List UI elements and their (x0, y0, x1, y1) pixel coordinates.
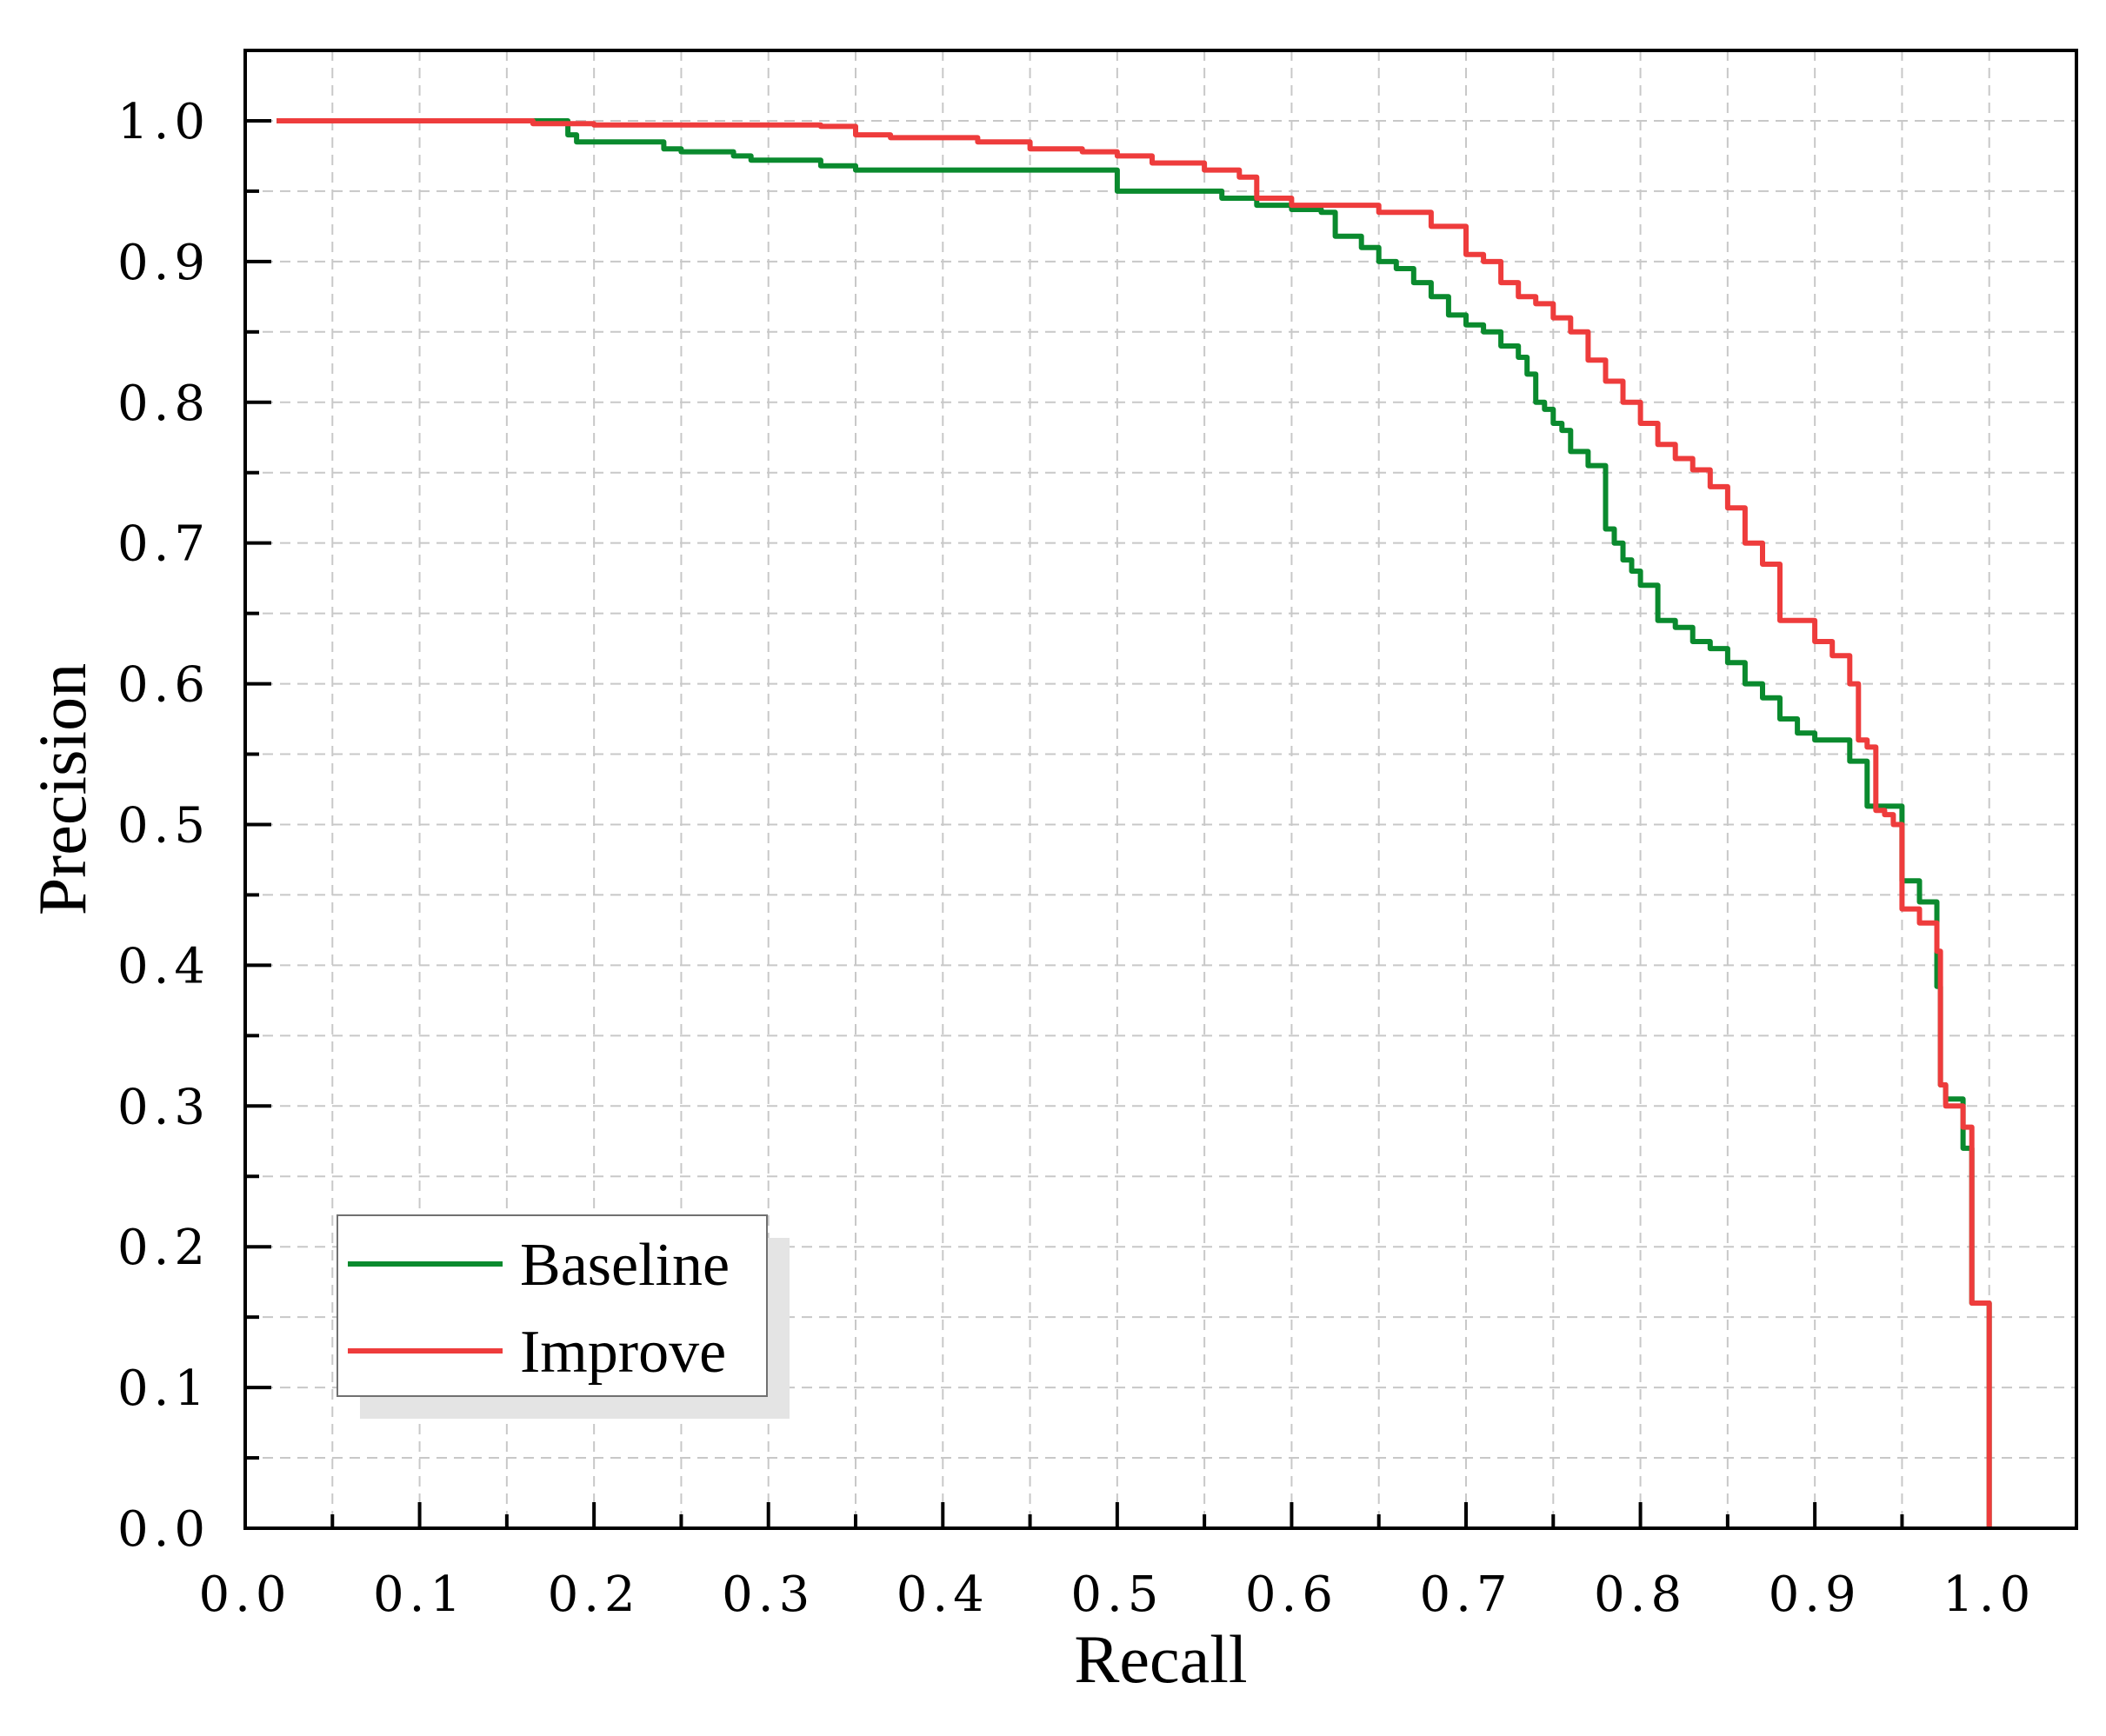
x-tick-label: 0.3 (722, 1566, 815, 1623)
legend-label-improve: Improve (520, 1319, 726, 1386)
y-tick-label: 0.5 (117, 797, 210, 854)
y-tick-label: 1.0 (117, 94, 210, 150)
series-line-improve (277, 118, 1992, 1528)
y-tick-label: 0.6 (117, 657, 210, 714)
x-tick-label: 0.0 (198, 1566, 291, 1623)
y-tick-label: 0.4 (117, 938, 210, 994)
x-tick-label: 0.5 (1070, 1566, 1163, 1623)
y-axis-title: Precision (24, 663, 100, 915)
x-axis-title: Recall (1074, 1621, 1247, 1697)
y-tick-label: 0.9 (117, 235, 210, 291)
plot-frame (243, 49, 2078, 1530)
y-tick-label: 0.1 (117, 1360, 210, 1417)
y-tick-label: 0.2 (117, 1220, 210, 1276)
legend-label-baseline: Baseline (520, 1232, 730, 1299)
y-tick-label: 0.7 (117, 516, 210, 573)
x-tick-label: 0.6 (1245, 1566, 1338, 1623)
series-line-baseline (277, 118, 1992, 1528)
y-tick-labels: 0.0 0.1 0.2 0.3 0.4 0.5 0.6 0.7 0.8 0.9 1.0 (117, 94, 210, 1558)
x-tick-label: 0.7 (1419, 1566, 1512, 1623)
legend: Baseline Improve (337, 1214, 790, 1419)
x-tick-label: 0.1 (373, 1566, 466, 1623)
x-tick-labels: 0.0 0.1 0.2 0.3 0.4 0.5 0.6 0.7 0.8 0.9 1.0 (198, 1566, 2036, 1623)
x-tick-label: 0.9 (1769, 1566, 1862, 1623)
grid (245, 50, 2076, 1528)
series-lines (277, 118, 1992, 1528)
y-tick-label: 0.8 (117, 376, 210, 432)
x-tick-label: 0.2 (548, 1566, 641, 1623)
x-tick-label: 0.4 (896, 1566, 990, 1623)
y-tick-label: 0.3 (117, 1079, 210, 1135)
legend-box (337, 1214, 768, 1397)
x-tick-label: 1.0 (1943, 1566, 2036, 1623)
x-tick-label: 0.8 (1594, 1566, 1687, 1623)
y-tick-label: 0.0 (117, 1501, 210, 1558)
